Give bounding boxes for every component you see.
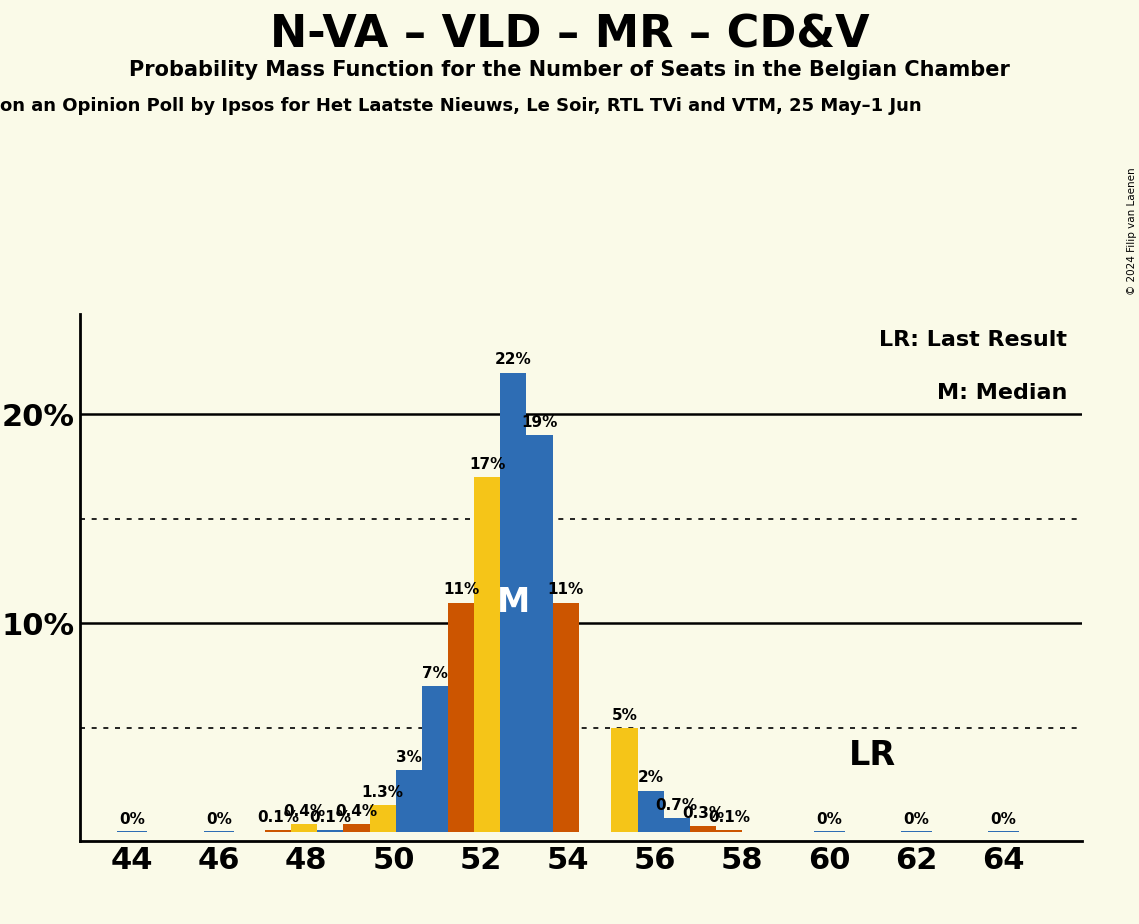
Bar xyxy=(901,831,932,833)
Text: 0%: 0% xyxy=(903,812,929,827)
Text: 11%: 11% xyxy=(443,582,480,597)
Text: 3%: 3% xyxy=(396,749,421,764)
Bar xyxy=(395,770,421,833)
Bar xyxy=(664,818,690,833)
Text: 5%: 5% xyxy=(612,708,638,723)
Text: N-VA – VLD – MR – CD&V: N-VA – VLD – MR – CD&V xyxy=(270,14,869,57)
Text: 0.1%: 0.1% xyxy=(257,810,300,825)
Bar xyxy=(117,831,147,833)
Text: LR: Last Result: LR: Last Result xyxy=(879,330,1067,350)
Text: 19%: 19% xyxy=(522,415,558,431)
Text: 0%: 0% xyxy=(206,812,232,827)
Text: 7%: 7% xyxy=(421,666,448,681)
Bar xyxy=(204,831,235,833)
Text: Probability Mass Function for the Number of Seats in the Belgian Chamber: Probability Mass Function for the Number… xyxy=(129,60,1010,80)
Bar xyxy=(612,728,638,833)
Text: 17%: 17% xyxy=(469,457,506,472)
Bar xyxy=(292,824,318,833)
Bar xyxy=(638,791,664,833)
Bar xyxy=(500,372,526,833)
Text: on an Opinion Poll by Ipsos for Het Laatste Nieuws, Le Soir, RTL TVi and VTM, 25: on an Opinion Poll by Ipsos for Het Laat… xyxy=(0,97,921,115)
Bar xyxy=(421,687,448,833)
Text: 22%: 22% xyxy=(495,352,532,368)
Text: 0.4%: 0.4% xyxy=(335,804,377,819)
Bar xyxy=(318,831,343,833)
Bar xyxy=(552,602,579,833)
Text: 2%: 2% xyxy=(638,771,664,785)
Text: 0%: 0% xyxy=(120,812,145,827)
Text: 0.1%: 0.1% xyxy=(310,810,351,825)
Text: 0%: 0% xyxy=(991,812,1016,827)
Bar xyxy=(343,824,369,833)
Text: LR: LR xyxy=(850,738,896,772)
Bar xyxy=(474,477,500,833)
Text: M: Median: M: Median xyxy=(936,383,1067,403)
Bar xyxy=(448,602,474,833)
Bar xyxy=(814,831,844,833)
Bar xyxy=(265,831,292,833)
Bar xyxy=(716,831,743,833)
Text: 0.7%: 0.7% xyxy=(656,797,698,812)
Bar xyxy=(526,435,552,833)
Text: 1.3%: 1.3% xyxy=(361,785,403,800)
Bar xyxy=(369,806,395,833)
Bar xyxy=(989,831,1019,833)
Text: 0.3%: 0.3% xyxy=(682,806,724,821)
Text: 11%: 11% xyxy=(548,582,584,597)
Bar xyxy=(690,826,716,833)
Text: © 2024 Filip van Laenen: © 2024 Filip van Laenen xyxy=(1126,167,1137,295)
Text: M: M xyxy=(497,586,530,619)
Text: 0%: 0% xyxy=(817,812,842,827)
Text: 0.4%: 0.4% xyxy=(284,804,326,819)
Text: 0.1%: 0.1% xyxy=(708,810,751,825)
